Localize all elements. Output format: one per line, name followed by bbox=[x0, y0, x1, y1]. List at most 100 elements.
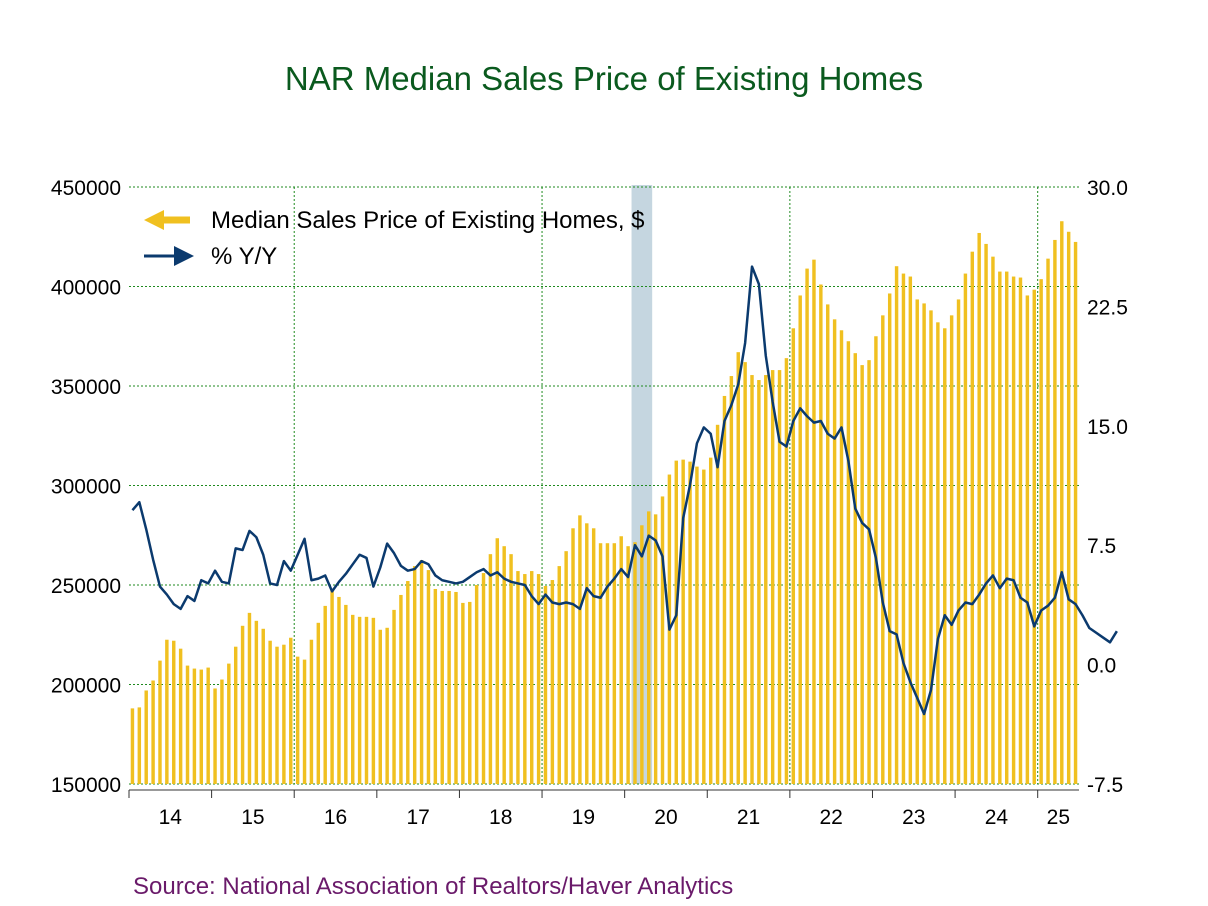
price-bar bbox=[502, 546, 506, 784]
yoy-line-layer bbox=[131, 265, 1118, 716]
price-bar bbox=[447, 590, 451, 784]
price-bar bbox=[894, 266, 899, 784]
price-bar bbox=[316, 622, 321, 784]
price-bar bbox=[619, 536, 623, 784]
price-bar bbox=[736, 352, 740, 784]
price-bar bbox=[612, 543, 617, 784]
y-left-tick-label: 350000 bbox=[51, 376, 121, 399]
price-bar bbox=[681, 459, 685, 784]
price-bar bbox=[1053, 239, 1057, 784]
price-bar bbox=[185, 665, 190, 784]
price-bar bbox=[826, 304, 830, 784]
price-bar bbox=[213, 688, 217, 784]
price-bar bbox=[344, 604, 348, 784]
price-bar bbox=[206, 667, 210, 784]
price-bar bbox=[1025, 295, 1030, 784]
price-bar bbox=[791, 328, 796, 784]
price-bar bbox=[998, 271, 1002, 784]
price-bar bbox=[309, 639, 314, 784]
y-right-tick-label: 0.0 bbox=[1087, 655, 1116, 678]
y-right-tick-label: 22.5 bbox=[1087, 296, 1128, 319]
price-bar bbox=[302, 659, 307, 784]
x-tick-label: 14 bbox=[159, 806, 183, 829]
price-bar bbox=[227, 663, 231, 784]
price-bar bbox=[777, 370, 782, 784]
price-bar bbox=[757, 380, 761, 784]
price-bar bbox=[495, 538, 500, 784]
price-bar bbox=[915, 299, 919, 784]
price-bar bbox=[695, 466, 699, 784]
price-bar bbox=[977, 232, 981, 784]
x-tick-label: 17 bbox=[406, 806, 429, 829]
price-bar bbox=[674, 460, 679, 784]
price-bar bbox=[798, 295, 802, 784]
price-bar bbox=[887, 293, 892, 784]
price-bar bbox=[440, 590, 444, 784]
price-bar bbox=[970, 251, 975, 785]
price-bar bbox=[419, 560, 424, 784]
price-bar bbox=[433, 588, 438, 784]
chart-source: Source: National Association of Realtors… bbox=[133, 873, 733, 900]
legend: Median Sales Price of Existing Homes, $ … bbox=[144, 207, 645, 270]
price-bar bbox=[268, 640, 272, 784]
price-bar bbox=[543, 585, 548, 784]
price-bar bbox=[1032, 289, 1036, 784]
price-bar bbox=[399, 594, 403, 784]
price-bar bbox=[1011, 276, 1016, 784]
price-bar bbox=[936, 322, 940, 784]
price-bar bbox=[247, 612, 252, 784]
legend-label-yoy: % Y/Y bbox=[211, 243, 277, 270]
x-tick-label: 16 bbox=[324, 806, 347, 829]
price-bar bbox=[832, 319, 837, 784]
price-bar bbox=[406, 581, 410, 784]
y-right-tick-label: 30.0 bbox=[1087, 177, 1128, 200]
grid-layer bbox=[129, 186, 1079, 785]
price-bar bbox=[929, 310, 933, 784]
yoy-line bbox=[131, 265, 1118, 716]
price-bar bbox=[626, 546, 630, 784]
price-bar bbox=[750, 375, 754, 784]
price-bar bbox=[1066, 231, 1071, 784]
legend-item-yoy: % Y/Y bbox=[144, 243, 277, 270]
price-bar bbox=[364, 616, 369, 784]
price-bar bbox=[385, 627, 389, 784]
price-bar bbox=[536, 574, 541, 784]
y-right-tick-label: 7.5 bbox=[1087, 535, 1116, 558]
price-bar bbox=[715, 424, 720, 784]
price-bar bbox=[192, 668, 197, 784]
x-tick-label: 24 bbox=[985, 806, 1009, 829]
price-bar bbox=[743, 362, 747, 784]
x-tick-label: 19 bbox=[572, 806, 595, 829]
price-bar bbox=[764, 375, 768, 784]
price-bar bbox=[729, 376, 734, 784]
price-bar bbox=[770, 370, 775, 784]
price-bar bbox=[261, 628, 265, 784]
x-tick-label: 21 bbox=[737, 806, 760, 829]
price-bar bbox=[984, 243, 988, 784]
price-bar bbox=[963, 273, 968, 784]
price-bar bbox=[468, 601, 472, 784]
price-bar bbox=[529, 571, 534, 784]
price-bar bbox=[660, 496, 665, 784]
price-bar bbox=[151, 680, 155, 784]
price-bars bbox=[130, 221, 1078, 785]
price-bar bbox=[867, 360, 871, 784]
legend-item-price: Median Sales Price of Existing Homes, $ bbox=[144, 207, 645, 234]
price-bar bbox=[158, 660, 162, 784]
y-left-tick-label: 450000 bbox=[51, 177, 121, 200]
price-bar bbox=[178, 648, 183, 784]
price-bar bbox=[282, 644, 286, 784]
price-bar bbox=[922, 303, 926, 784]
y-left-tick-label: 250000 bbox=[51, 575, 121, 598]
price-bar bbox=[633, 542, 637, 784]
price-bar bbox=[653, 514, 658, 784]
x-tick-label: 25 bbox=[1047, 806, 1070, 829]
price-bar bbox=[1060, 221, 1064, 784]
price-bar bbox=[172, 640, 176, 784]
legend-label-price: Median Sales Price of Existing Homes, $ bbox=[211, 207, 645, 234]
price-bar bbox=[1046, 258, 1050, 784]
price-bar bbox=[1004, 271, 1009, 784]
price-bar bbox=[571, 528, 575, 784]
price-bar bbox=[585, 523, 589, 784]
